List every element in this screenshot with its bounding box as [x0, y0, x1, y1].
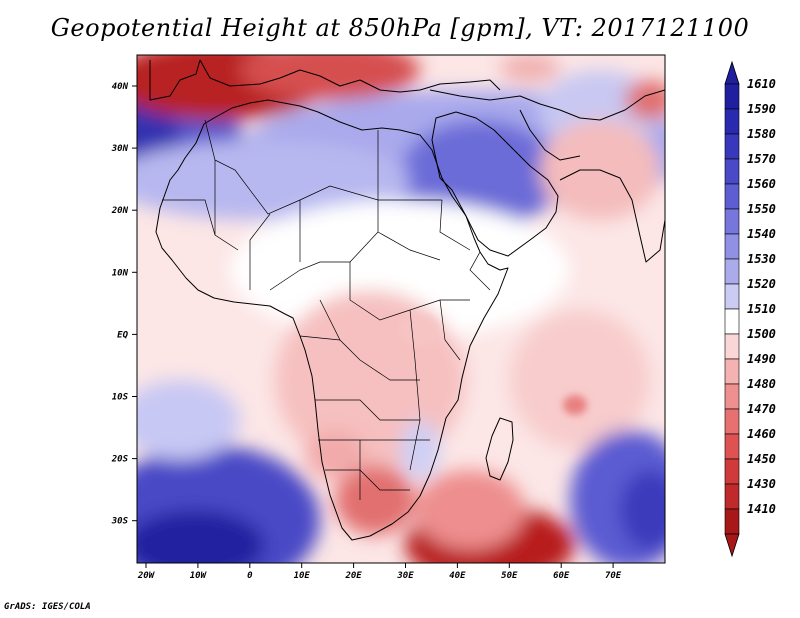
plot-title: Geopotential Height at 850hPa [gpm], VT:… [50, 14, 750, 42]
colorbar-label: 1520 [747, 277, 776, 291]
lat-label: 30N [111, 144, 129, 154]
colorbar-segment [724, 233, 740, 260]
lon-label: 20W [137, 571, 156, 581]
coastlines [149, 59, 665, 541]
lon-label: 50E [501, 571, 518, 581]
colorbar-label: 1580 [747, 127, 776, 141]
colorbar-top-arrow [724, 60, 740, 85]
lon-label: 20E [344, 571, 362, 581]
colorbar: 1610 1590 1580 1570 1560 1550 1540 1530 1520 1510… [724, 60, 776, 558]
colorbar-label: 1560 [747, 177, 776, 191]
lat-label: 20S [111, 455, 129, 465]
lon-label: 60E [553, 571, 570, 581]
colorbar-segment [724, 283, 740, 310]
height-field [137, 55, 665, 563]
colorbar-segment [724, 133, 740, 160]
colorbar-label: 1480 [747, 377, 776, 391]
lon-label: 0 [247, 571, 253, 581]
map-frame [136, 54, 666, 564]
colorbar-label: 1530 [747, 252, 776, 266]
colorbar-segment [724, 483, 740, 510]
longitude-axis: 20W 10W 0 10E 20E 30E 40E 50E 60E 70E [137, 563, 622, 581]
colorbar-label: 1510 [747, 302, 776, 316]
colorbar-label: 1570 [747, 152, 776, 166]
grads-credit: GrADS: IGES/COLA [4, 602, 91, 612]
colorbar-label: 1470 [747, 402, 776, 416]
colorbar-segment [724, 108, 740, 135]
lon-label: 10E [294, 571, 311, 581]
colorbar-label: 1430 [747, 477, 776, 491]
colorbar-label: 1590 [747, 102, 776, 116]
lat-label: 20N [111, 206, 129, 216]
lon-label: 40E [449, 571, 466, 581]
colorbar-segment [724, 433, 740, 460]
colorbar-label: 1460 [747, 427, 776, 441]
colorbar-segment [724, 208, 740, 235]
colorbar-segment [724, 508, 740, 535]
colorbar-label: 1540 [747, 227, 776, 241]
lon-label: 30E [396, 571, 414, 581]
country-borders [162, 119, 491, 500]
colorbar-segment [724, 408, 740, 435]
colorbar-label: 1550 [747, 202, 776, 216]
lat-label: 40N [112, 82, 129, 92]
colorbar-segment [724, 333, 740, 360]
lon-label: 10W [190, 571, 208, 581]
lat-label: EQ [117, 330, 128, 340]
colorbar-bottom-arrow [724, 533, 740, 558]
colorbar-segment [724, 383, 740, 410]
lat-label: 10S [112, 393, 129, 403]
colorbar-label: 1450 [747, 452, 776, 466]
colorbar-segment [724, 258, 740, 285]
colorbar-segment [724, 358, 740, 385]
colorbar-label: 1410 [747, 502, 776, 516]
lat-label: 30S [111, 517, 129, 527]
lon-label: 70E [605, 571, 622, 581]
colorbar-segment [724, 458, 740, 485]
colorbar-label: 1610 [747, 77, 776, 91]
lat-label: 10N [112, 268, 129, 278]
colorbar-label: 1500 [747, 327, 776, 341]
colorbar-segment [724, 158, 740, 185]
colorbar-segment [724, 308, 740, 335]
colorbar-segment [724, 83, 740, 110]
colorbar-segment [724, 183, 740, 210]
latitude-axis: 40N 30N 20N 10N EQ 10S 20S 30S [111, 82, 137, 527]
colorbar-label: 1490 [747, 352, 776, 366]
